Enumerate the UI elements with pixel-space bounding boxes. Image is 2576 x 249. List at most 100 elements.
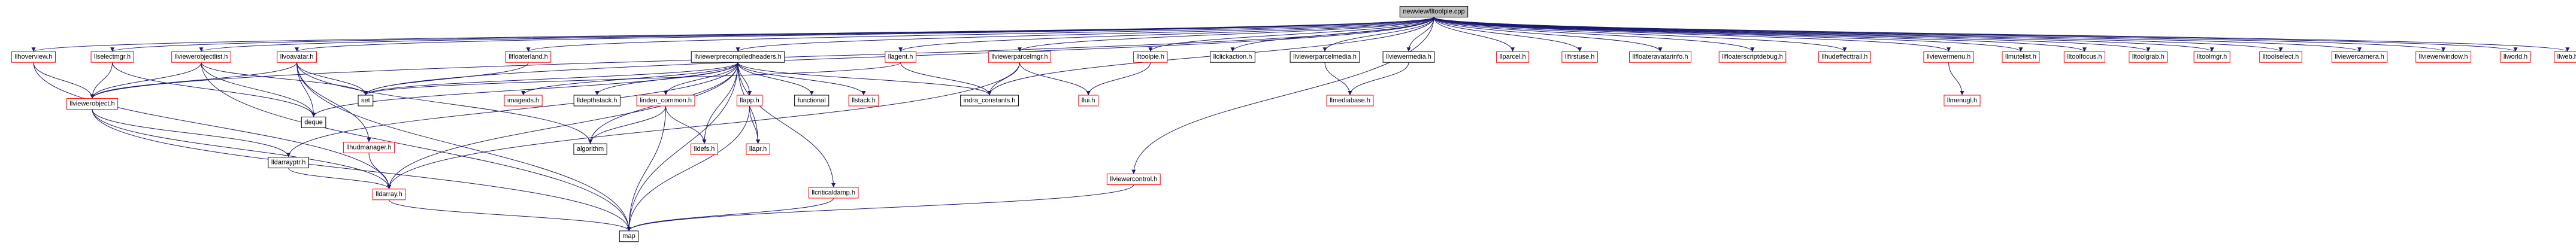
nodes: newview/lltoolpie.cpp llhoverview.h llsele… bbox=[11, 6, 2576, 242]
node-box bbox=[301, 116, 326, 128]
node-label: llviewermenu.h bbox=[1927, 53, 1970, 60]
node-box bbox=[1718, 51, 1787, 63]
node-label: llmutelist.h bbox=[2005, 53, 2036, 60]
edge bbox=[1948, 62, 1964, 96]
node-label: llviewercamera.h bbox=[2335, 53, 2384, 60]
edge bbox=[286, 62, 738, 157]
node-box bbox=[1923, 51, 1974, 63]
edge bbox=[626, 105, 750, 231]
edge bbox=[92, 109, 291, 157]
edge bbox=[1406, 17, 1434, 52]
node-label: lltoolselect.h bbox=[2263, 53, 2299, 60]
edge bbox=[364, 62, 901, 96]
node-label: llhudeffecttrail.h bbox=[1822, 53, 1868, 60]
edge bbox=[626, 105, 667, 231]
node-label: llvoavatar.h bbox=[280, 53, 314, 60]
node-box bbox=[1561, 51, 1598, 63]
node-box bbox=[2002, 51, 2040, 63]
edge bbox=[737, 62, 752, 96]
edge bbox=[288, 168, 392, 190]
edge bbox=[112, 62, 316, 117]
node-label: llviewerwindow.h bbox=[2419, 53, 2468, 60]
edge bbox=[110, 17, 1434, 52]
node-box bbox=[960, 95, 1019, 107]
edge bbox=[588, 105, 667, 144]
edge bbox=[199, 17, 1434, 52]
node-label: llviewerprecompiledheaders.h bbox=[694, 53, 782, 60]
node-label: lldepthstack.h bbox=[577, 97, 617, 104]
edge bbox=[363, 62, 529, 96]
edges bbox=[32, 17, 2569, 232]
edge bbox=[735, 17, 1434, 52]
edge bbox=[296, 62, 371, 142]
node-label: llviewercontrol.h bbox=[1110, 176, 1157, 183]
node-box bbox=[1629, 51, 1691, 63]
edge bbox=[626, 198, 834, 231]
node-box bbox=[636, 95, 695, 107]
node-box bbox=[1944, 95, 1981, 107]
edge bbox=[296, 62, 631, 231]
node-label: llhudmanager.h bbox=[346, 144, 391, 151]
node-box bbox=[573, 95, 620, 107]
edge bbox=[1433, 17, 2151, 52]
edge bbox=[737, 62, 866, 96]
edge bbox=[33, 62, 95, 99]
node-label: llselectmgr.h bbox=[94, 53, 131, 60]
edge bbox=[90, 62, 113, 99]
edge bbox=[1433, 17, 2445, 52]
edge bbox=[1433, 17, 2569, 52]
node-label: llapp.h bbox=[740, 97, 759, 104]
node-label: lldarray.h bbox=[376, 191, 402, 198]
node-label: llparcel.h bbox=[1500, 53, 1526, 60]
edge bbox=[1322, 17, 1434, 52]
node-box bbox=[1289, 51, 1360, 63]
edge bbox=[898, 17, 1434, 52]
edge bbox=[1433, 17, 1515, 52]
edge bbox=[1433, 17, 2283, 52]
node-box bbox=[2554, 51, 2576, 63]
edge bbox=[1324, 62, 1352, 96]
node-box bbox=[885, 51, 916, 63]
edge bbox=[387, 62, 1020, 189]
node-label: imageids.h bbox=[507, 97, 539, 104]
node-label: llapr.h bbox=[749, 145, 767, 153]
node-box bbox=[2259, 51, 2302, 63]
edge bbox=[1433, 17, 1582, 52]
edge bbox=[92, 109, 631, 231]
edge bbox=[201, 62, 631, 231]
node-box bbox=[66, 98, 119, 110]
node-box bbox=[691, 143, 718, 155]
edge bbox=[1348, 62, 1409, 96]
edge bbox=[90, 62, 298, 99]
node-label: llui.h bbox=[1082, 97, 1095, 104]
node-label: llviewerparcelmgr.h bbox=[991, 53, 1048, 60]
node-box bbox=[2063, 51, 2105, 63]
node-label: algorithm bbox=[577, 145, 604, 153]
node-label: llfloaterscriptdebug.h bbox=[1722, 53, 1783, 60]
edge bbox=[526, 17, 1434, 52]
node-label: lldarrayptr.h bbox=[271, 159, 305, 166]
node-label: llviewerobjectlist.h bbox=[175, 53, 228, 60]
node-label: llclickaction.h bbox=[1213, 53, 1252, 60]
edge bbox=[900, 62, 992, 96]
node-box bbox=[2129, 51, 2168, 63]
node-box bbox=[1399, 6, 1469, 18]
edge bbox=[1433, 17, 2087, 52]
node-label: llhoverview.h bbox=[15, 53, 53, 60]
edge bbox=[92, 109, 392, 189]
node-box bbox=[794, 95, 830, 107]
node-label: functional bbox=[798, 97, 826, 104]
node-label: llmediabase.h bbox=[1330, 97, 1370, 104]
node-label: lltoolfocus.h bbox=[2067, 53, 2102, 60]
node-box bbox=[358, 95, 374, 107]
edge bbox=[296, 62, 368, 96]
edge bbox=[665, 105, 707, 144]
edge bbox=[626, 184, 1134, 231]
node-label: llfloaterland.h bbox=[508, 53, 547, 60]
edge bbox=[1018, 17, 1434, 52]
edge bbox=[368, 153, 392, 189]
node-box bbox=[11, 51, 56, 63]
edge bbox=[626, 62, 738, 231]
node-label: lltoolpie.h bbox=[1137, 53, 1164, 60]
edge bbox=[1433, 17, 1663, 52]
